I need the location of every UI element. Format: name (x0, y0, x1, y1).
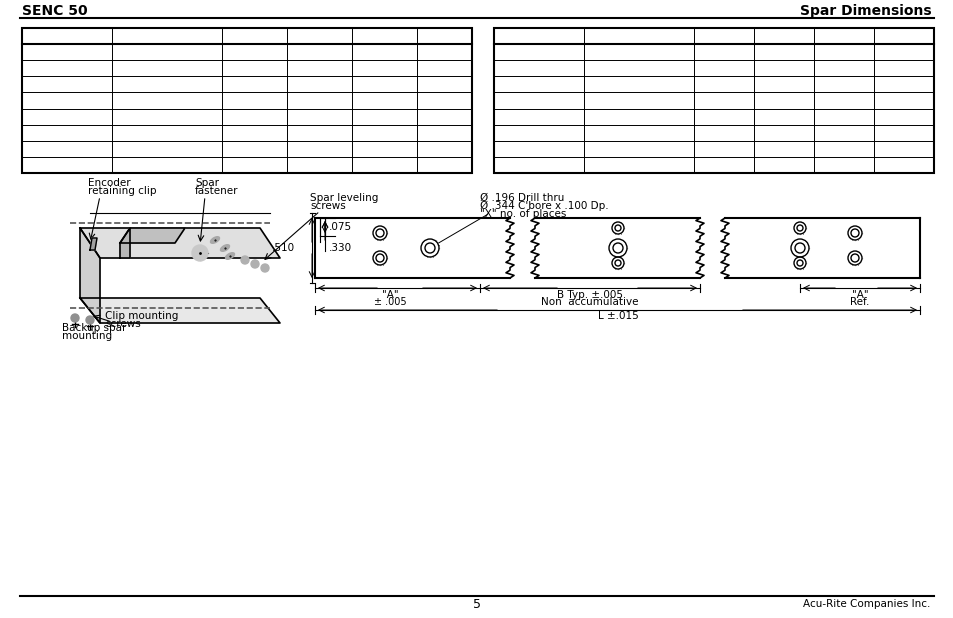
Text: screws: screws (310, 201, 345, 211)
Circle shape (192, 245, 208, 261)
Text: Non  accumulative: Non accumulative (540, 297, 639, 307)
Text: "A": "A" (381, 290, 398, 300)
Circle shape (261, 264, 269, 272)
Bar (494, 28, 933, 173)
Text: L ±.015: L ±.015 (597, 311, 638, 321)
Text: "A": "A" (851, 290, 867, 300)
Text: Spar: Spar (194, 178, 219, 188)
Circle shape (241, 256, 249, 264)
Text: Spar leveling: Spar leveling (310, 193, 378, 203)
Text: Backup spar: Backup spar (62, 323, 126, 333)
Polygon shape (120, 228, 130, 258)
Polygon shape (80, 298, 280, 323)
Text: retaining clip: retaining clip (88, 186, 156, 196)
Circle shape (793, 257, 805, 269)
Bar (22, 28, 472, 173)
Ellipse shape (225, 253, 234, 260)
Text: "X" no. of places: "X" no. of places (479, 209, 566, 219)
Polygon shape (120, 228, 185, 243)
Text: .510: .510 (272, 243, 294, 253)
Circle shape (793, 222, 805, 234)
Text: Ø .344 C'bore x .100 Dp.: Ø .344 C'bore x .100 Dp. (479, 201, 608, 211)
Text: .075: .075 (329, 222, 352, 232)
Circle shape (420, 239, 438, 257)
Ellipse shape (220, 245, 230, 252)
Text: Ref.: Ref. (849, 297, 869, 307)
Text: Encoder: Encoder (88, 178, 131, 188)
Text: ± .005: ± .005 (374, 297, 406, 307)
Polygon shape (80, 228, 280, 258)
Circle shape (251, 260, 258, 268)
Text: Spar Dimensions: Spar Dimensions (800, 4, 931, 18)
Text: .330: .330 (329, 243, 352, 253)
Text: Acu-Rite Companies Inc.: Acu-Rite Companies Inc. (801, 599, 929, 609)
Text: Ø .196 Drill thru: Ø .196 Drill thru (479, 193, 564, 203)
Circle shape (612, 257, 623, 269)
Polygon shape (80, 228, 100, 323)
Text: mounting: mounting (62, 331, 112, 341)
Circle shape (86, 316, 94, 324)
Circle shape (847, 226, 862, 240)
Text: fastener: fastener (194, 186, 238, 196)
Text: B Typ. ±.005: B Typ. ±.005 (557, 290, 622, 300)
Polygon shape (90, 238, 97, 250)
Circle shape (373, 251, 387, 265)
Circle shape (373, 226, 387, 240)
Circle shape (790, 239, 808, 257)
Text: Clip mounting: Clip mounting (105, 311, 178, 321)
Text: screws: screws (105, 319, 141, 329)
Circle shape (847, 251, 862, 265)
Text: 5: 5 (473, 598, 480, 611)
Circle shape (612, 222, 623, 234)
Circle shape (71, 314, 79, 322)
Ellipse shape (211, 237, 219, 243)
Text: SENC 50: SENC 50 (22, 4, 88, 18)
Circle shape (608, 239, 626, 257)
